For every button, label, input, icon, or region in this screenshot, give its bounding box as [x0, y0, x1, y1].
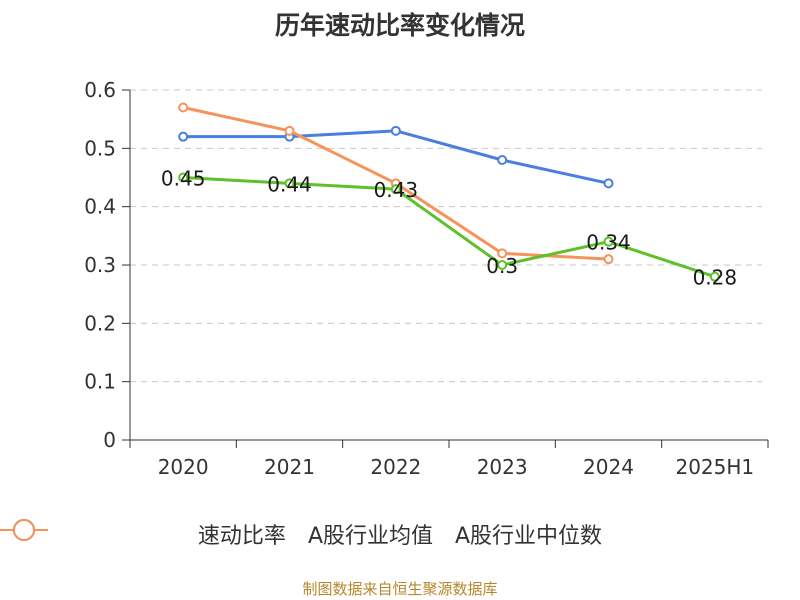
data-point[interactable] [603, 254, 614, 265]
data-point[interactable] [284, 178, 295, 189]
legend-item-industry-median[interactable]: A股行业中位数 [0, 518, 603, 550]
legend-label-industry-median: A股行业中位数 [455, 524, 603, 549]
legend: 速动比率 A股行业均值 A股行业中位数 [0, 518, 800, 550]
data-point[interactable] [178, 102, 189, 113]
y-tick-label: 0.1 [84, 370, 116, 394]
data-point[interactable] [284, 125, 295, 136]
legend-item-industry-mean[interactable]: A股行业均值 [0, 518, 433, 550]
y-tick-label: 0.2 [84, 311, 116, 335]
data-point[interactable] [603, 178, 614, 189]
data-label: 0.44 [267, 172, 312, 196]
y-tick-label: 0.3 [84, 253, 116, 277]
data-point[interactable] [497, 248, 508, 259]
data-label: 0.43 [374, 178, 419, 202]
data-label: 0.34 [586, 231, 631, 255]
data-label: 0.45 [161, 167, 206, 191]
x-tick-label: 2022 [370, 455, 421, 479]
data-label: 0.28 [693, 266, 738, 290]
y-tick-label: 0 [103, 428, 116, 452]
chart-title: 历年速动比率变化情况 [274, 11, 525, 40]
data-point[interactable] [497, 260, 508, 270]
series-line [183, 129, 609, 185]
legend-label-industry-mean: A股行业均值 [307, 524, 433, 549]
y-tick-label: 0.4 [84, 195, 116, 219]
data-point[interactable] [497, 155, 508, 165]
y-tick-label: 0.6 [84, 78, 116, 102]
legend-marker-industry-median [0, 519, 48, 541]
legend-item-quick-ratio[interactable]: 速动比率 [0, 518, 286, 550]
data-label: 0.3 [486, 254, 518, 278]
x-tick-label: 2023 [477, 455, 528, 479]
data-point[interactable] [178, 172, 189, 183]
data-point[interactable] [178, 131, 189, 142]
x-tick-label: 2020 [158, 455, 209, 479]
x-tick-label: 2021 [264, 455, 315, 479]
data-point[interactable] [709, 271, 720, 282]
data-point[interactable] [603, 236, 614, 247]
source-note: 制图数据来自恒生聚源数据库 [302, 580, 498, 598]
x-tick-label: 2024 [583, 455, 634, 479]
data-point[interactable] [390, 184, 401, 195]
x-tick-label: 2025H1 [675, 455, 754, 479]
data-point[interactable] [390, 125, 401, 136]
legend-label-quick-ratio: 速动比率 [197, 524, 286, 549]
series-line [183, 176, 716, 279]
y-tick-label: 0.5 [84, 136, 116, 160]
